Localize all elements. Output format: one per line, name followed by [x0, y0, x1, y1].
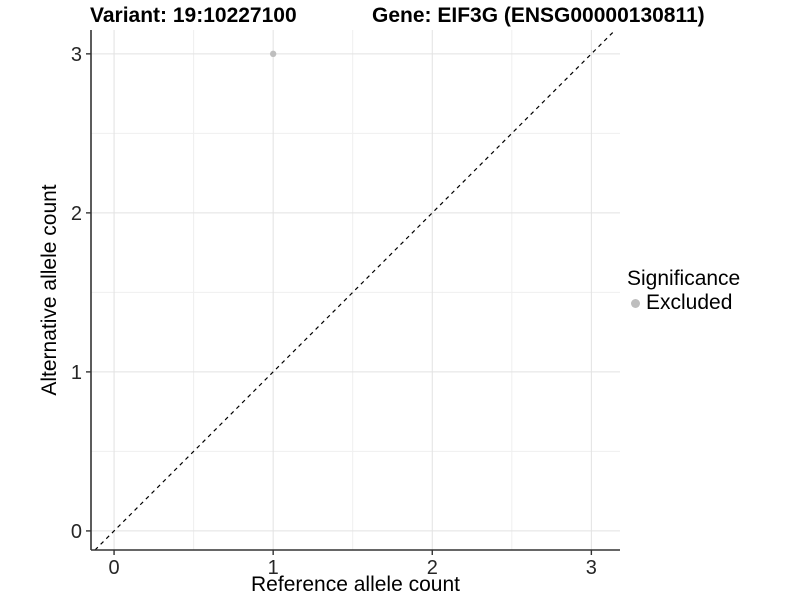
- y-axis-title: Alternative allele count: [38, 184, 61, 396]
- legend: Significance Excluded: [627, 268, 740, 314]
- y-tick-label: 3: [71, 44, 82, 66]
- x-tick-label: 3: [586, 557, 597, 579]
- legend-key-dot-icon: [631, 298, 640, 308]
- x-tick-label: 1: [268, 557, 279, 579]
- y-tick-label: 0: [71, 521, 82, 543]
- plot-title-variant: Variant: 19:10227100: [90, 4, 297, 27]
- x-tick-label: 0: [109, 557, 120, 579]
- y-tick-label: 2: [71, 203, 82, 225]
- plot-title-gene: Gene: EIF3G (ENSG00000130811): [372, 4, 705, 27]
- x-axis-title: Reference allele count: [251, 573, 460, 596]
- identity-dashed-line: [94, 29, 616, 551]
- legend-entry-label: Excluded: [646, 291, 733, 314]
- legend-title: Significance: [627, 267, 741, 290]
- data-point: [269, 50, 277, 58]
- legend-entry-excluded: Excluded: [627, 292, 740, 314]
- x-tick-label: 2: [427, 557, 438, 579]
- y-tick-label: 1: [71, 362, 82, 384]
